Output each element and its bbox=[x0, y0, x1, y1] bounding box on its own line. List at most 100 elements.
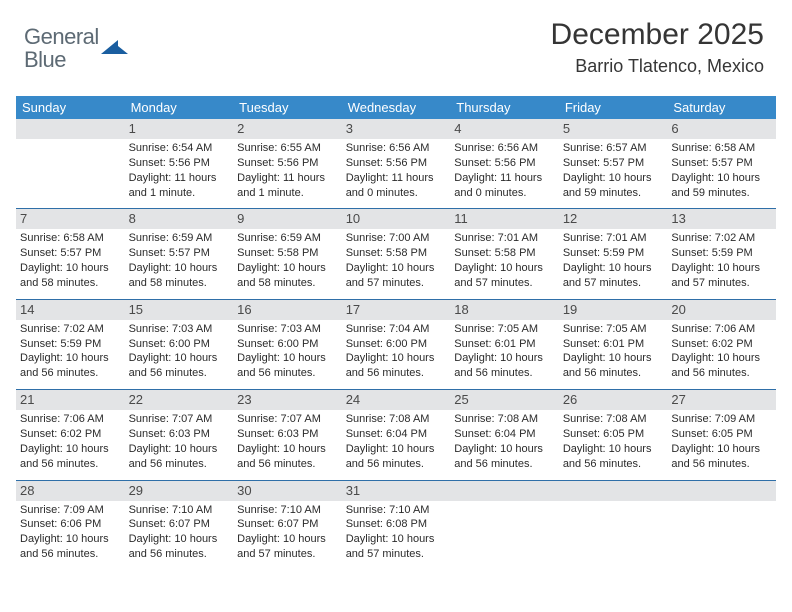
day-number-row: 5 bbox=[559, 119, 668, 139]
sunset-text: Sunset: 5:58 PM bbox=[346, 246, 447, 261]
daylight-text-2: and 1 minute. bbox=[129, 186, 230, 201]
day-number: 2 bbox=[237, 121, 244, 136]
sunset-text: Sunset: 5:57 PM bbox=[129, 246, 230, 261]
day-number-row: 9 bbox=[233, 209, 342, 229]
day-number: 18 bbox=[454, 302, 468, 317]
day-number-row: 11 bbox=[450, 209, 559, 229]
sunset-text: Sunset: 5:56 PM bbox=[454, 156, 555, 171]
day-data: Sunrise: 6:56 AMSunset: 5:56 PMDaylight:… bbox=[454, 139, 555, 200]
daylight-text-2: and 57 minutes. bbox=[237, 547, 338, 562]
day-number: 9 bbox=[237, 211, 244, 226]
calendar-cell: 17Sunrise: 7:04 AMSunset: 6:00 PMDayligh… bbox=[342, 299, 451, 389]
sunset-text: Sunset: 5:59 PM bbox=[671, 246, 772, 261]
daylight-text-2: and 56 minutes. bbox=[20, 366, 121, 381]
day-number: 22 bbox=[129, 392, 143, 407]
day-number: 28 bbox=[20, 483, 34, 498]
calendar-cell: 15 Sunrise: 7:03 AMSunset: 6:00 PMDayligh… bbox=[125, 299, 234, 389]
day-number: 4 bbox=[454, 121, 461, 136]
calendar-cell: 10Sunrise: 7:00 AMSunset: 5:58 PMDayligh… bbox=[342, 209, 451, 299]
calendar-cell: 24Sunrise: 7:08 AMSunset: 6:04 PMDayligh… bbox=[342, 390, 451, 480]
day-number-row: 15 bbox=[125, 300, 234, 320]
sunset-text: Sunset: 6:08 PM bbox=[346, 517, 447, 532]
day-number-row: 26 bbox=[559, 390, 668, 410]
calendar-cell: 31Sunrise: 7:10 AMSunset: 6:08 PMDayligh… bbox=[342, 480, 451, 570]
weekday-header: Monday bbox=[125, 96, 234, 119]
triangle-icon bbox=[101, 35, 129, 62]
weekday-header-row: SundayMondayTuesdayWednesdayThursdayFrid… bbox=[16, 96, 776, 119]
day-data: Sunrise: 6:54 AMSunset: 5:56 PMDaylight:… bbox=[129, 139, 230, 200]
sunset-text: Sunset: 5:56 PM bbox=[237, 156, 338, 171]
day-data: Sunrise: 6:59 AMSunset: 5:57 PMDaylight:… bbox=[129, 229, 230, 290]
daylight-text-2: and 58 minutes. bbox=[237, 276, 338, 291]
month-title: December 2025 bbox=[551, 18, 764, 52]
day-number: 15 bbox=[129, 302, 143, 317]
calendar-cell: 16Sunrise: 7:03 AMSunset: 6:00 PMDayligh… bbox=[233, 299, 342, 389]
calendar-cell: 13Sunrise: 7:02 AMSunset: 5:59 PMDayligh… bbox=[667, 209, 776, 299]
day-number: 11 bbox=[454, 211, 468, 226]
daylight-text-1: Daylight: 10 hours bbox=[129, 351, 230, 366]
daylight-text-2: and 56 minutes. bbox=[237, 366, 338, 381]
daylight-text-2: and 57 minutes. bbox=[346, 547, 447, 562]
day-data: Sunrise: 7:08 AMSunset: 6:04 PMDaylight:… bbox=[346, 410, 447, 471]
daylight-text-1: Daylight: 10 hours bbox=[454, 351, 555, 366]
weekday-header: Tuesday bbox=[233, 96, 342, 119]
sunset-text: Sunset: 6:07 PM bbox=[237, 517, 338, 532]
daylight-text-2: and 58 minutes. bbox=[129, 276, 230, 291]
calendar-cell: 4 Sunrise: 6:56 AMSunset: 5:56 PMDaylight… bbox=[450, 119, 559, 209]
day-data: Sunrise: 6:56 AMSunset: 5:56 PMDaylight:… bbox=[346, 139, 447, 200]
sunrise-text: Sunrise: 7:00 AM bbox=[346, 231, 447, 246]
daylight-text-2: and 56 minutes. bbox=[454, 457, 555, 472]
sunset-text: Sunset: 6:05 PM bbox=[671, 427, 772, 442]
day-data: Sunrise: 7:07 AMSunset: 6:03 PMDaylight:… bbox=[129, 410, 230, 471]
daylight-text-1: Daylight: 10 hours bbox=[671, 442, 772, 457]
day-number: 19 bbox=[563, 302, 577, 317]
sunset-text: Sunset: 6:04 PM bbox=[454, 427, 555, 442]
daylight-text-1: Daylight: 10 hours bbox=[237, 442, 338, 457]
day-number-row: 30 bbox=[233, 481, 342, 501]
daylight-text-2: and 57 minutes. bbox=[346, 276, 447, 291]
sunset-text: Sunset: 6:00 PM bbox=[346, 337, 447, 352]
sunrise-text: Sunrise: 7:06 AM bbox=[671, 322, 772, 337]
daylight-text-2: and 0 minutes. bbox=[346, 186, 447, 201]
day-number-row: 12 bbox=[559, 209, 668, 229]
sunset-text: Sunset: 5:56 PM bbox=[129, 156, 230, 171]
day-number-row: 20 bbox=[667, 300, 776, 320]
daylight-text-1: Daylight: 11 hours bbox=[129, 171, 230, 186]
day-number: 25 bbox=[454, 392, 468, 407]
sunset-text: Sunset: 5:57 PM bbox=[563, 156, 664, 171]
daylight-text-1: Daylight: 10 hours bbox=[671, 171, 772, 186]
sunrise-text: Sunrise: 7:03 AM bbox=[237, 322, 338, 337]
day-data: Sunrise: 7:05 AMSunset: 6:01 PMDaylight:… bbox=[563, 320, 664, 381]
calendar-cell-empty bbox=[667, 480, 776, 570]
sunrise-text: Sunrise: 6:54 AM bbox=[129, 141, 230, 156]
day-number: 7 bbox=[20, 211, 27, 226]
daylight-text-2: and 56 minutes. bbox=[454, 366, 555, 381]
day-number: 10 bbox=[346, 211, 360, 226]
calendar-cell: 9Sunrise: 6:59 AMSunset: 5:58 PMDaylight… bbox=[233, 209, 342, 299]
day-data: Sunrise: 7:03 AMSunset: 6:00 PMDaylight:… bbox=[129, 320, 230, 381]
daylight-text-1: Daylight: 10 hours bbox=[20, 351, 121, 366]
page-header: GeneralBlue December 2025 Barrio Tlatenc… bbox=[16, 18, 776, 96]
day-number-row: 27 bbox=[667, 390, 776, 410]
day-data: Sunrise: 7:06 AMSunset: 6:02 PMDaylight:… bbox=[20, 410, 121, 471]
daylight-text-2: and 57 minutes. bbox=[563, 276, 664, 291]
sunset-text: Sunset: 5:56 PM bbox=[346, 156, 447, 171]
day-number: 12 bbox=[563, 211, 577, 226]
daylight-text-1: Daylight: 11 hours bbox=[454, 171, 555, 186]
sunrise-text: Sunrise: 7:02 AM bbox=[20, 322, 121, 337]
sunrise-text: Sunrise: 7:06 AM bbox=[20, 412, 121, 427]
calendar-body: 1Sunrise: 6:54 AMSunset: 5:56 PMDaylight… bbox=[16, 119, 776, 570]
calendar-cell-empty bbox=[16, 119, 125, 209]
daylight-text-2: and 58 minutes. bbox=[20, 276, 121, 291]
daylight-text-1: Daylight: 10 hours bbox=[237, 351, 338, 366]
daylight-text-1: Daylight: 10 hours bbox=[563, 351, 664, 366]
brand-name-1: General bbox=[24, 24, 99, 49]
day-data: Sunrise: 7:10 AMSunset: 6:08 PMDaylight:… bbox=[346, 501, 447, 562]
calendar-cell: 8Sunrise: 6:59 AMSunset: 5:57 PMDaylight… bbox=[125, 209, 234, 299]
sunrise-text: Sunrise: 7:07 AM bbox=[237, 412, 338, 427]
sunrise-text: Sunrise: 7:04 AM bbox=[346, 322, 447, 337]
sunrise-text: Sunrise: 7:08 AM bbox=[346, 412, 447, 427]
sunrise-text: Sunrise: 6:58 AM bbox=[20, 231, 121, 246]
day-data: Sunrise: 7:06 AMSunset: 6:02 PMDaylight:… bbox=[671, 320, 772, 381]
calendar-cell: 23Sunrise: 7:07 AMSunset: 6:03 PMDayligh… bbox=[233, 390, 342, 480]
